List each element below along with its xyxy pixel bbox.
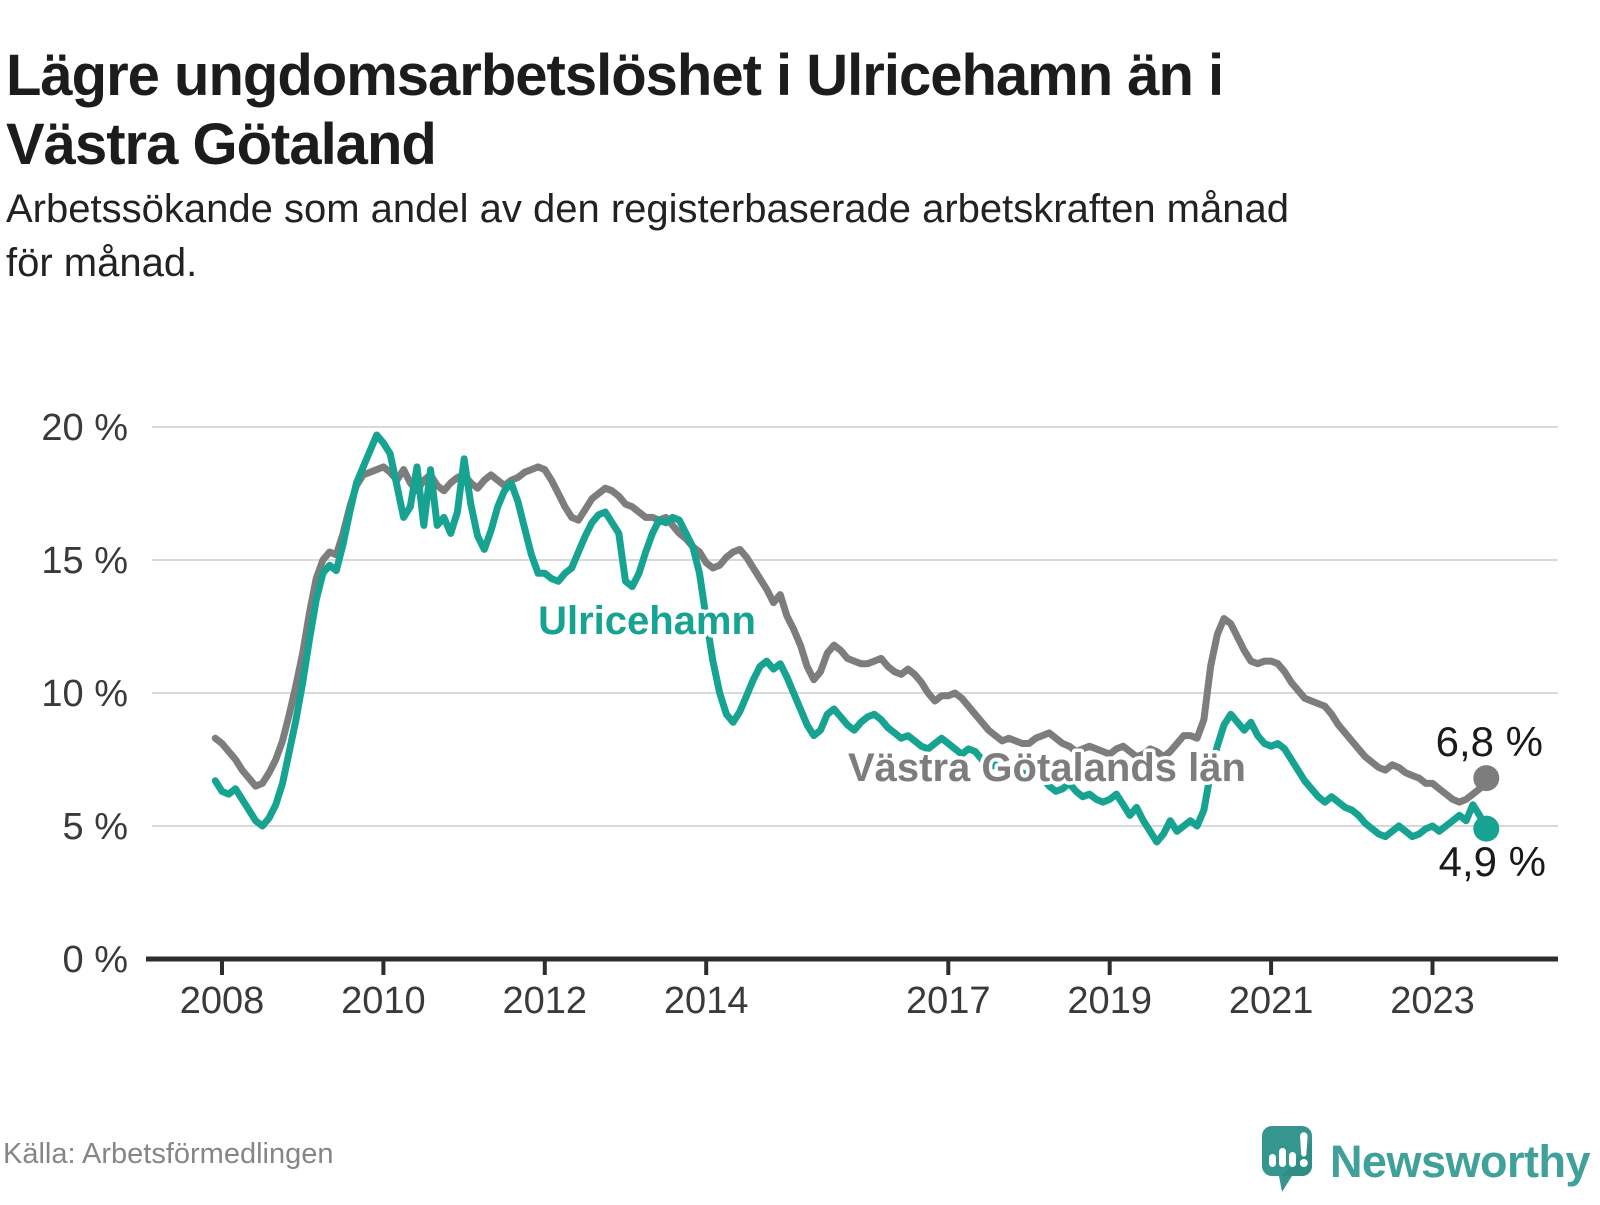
chart-line-ulricehamn xyxy=(211,431,1490,846)
end-value-label-v-stra-g-talands-l-n: 6,8 % xyxy=(1436,718,1543,765)
x-axis-label-2008: 2008 xyxy=(180,980,265,1022)
x-axis-label-2014: 2014 xyxy=(664,980,749,1022)
page-subtitle-line1: Arbetssökande som andel av den registerb… xyxy=(6,187,1289,231)
end-dot-v-stra-g-talands-l-n xyxy=(1473,765,1500,792)
newsworthy-brand: Newsworthy xyxy=(1260,1124,1591,1200)
x-axis-label-2019: 2019 xyxy=(1067,980,1152,1022)
x-axis-label-2021: 2021 xyxy=(1229,980,1314,1022)
y-axis-label-0: 0 % xyxy=(63,939,128,981)
newsworthy-logo-icon xyxy=(1260,1124,1314,1200)
page-title: Lägre ungdomsarbetslöshet i Ulricehamn ä… xyxy=(6,41,1566,180)
y-axis-label-5: 5 % xyxy=(63,806,128,848)
page-subtitle-line2: för månad. xyxy=(6,241,198,285)
series-label-v-stra-g-talands-l-n: Västra Götalands län xyxy=(848,746,1246,790)
series-label-ulricehamn: Ulricehamn xyxy=(538,599,756,643)
x-axis-label-2010: 2010 xyxy=(341,980,426,1022)
page-title-line1: Lägre ungdomsarbetslöshet i Ulricehamn ä… xyxy=(6,42,1224,108)
end-dot-ulricehamn xyxy=(1473,815,1500,842)
page-title-line2: Västra Götaland xyxy=(6,112,437,178)
newsworthy-brand-name: Newsworthy xyxy=(1329,1136,1591,1187)
x-axis-label-2012: 2012 xyxy=(503,980,588,1022)
y-axis-label-10: 10 % xyxy=(41,673,128,715)
page-subtitle: Arbetssökande som andel av den registerb… xyxy=(6,182,1566,290)
end-value-label-ulricehamn: 4,9 % xyxy=(1439,838,1546,885)
y-axis-label-20: 20 % xyxy=(41,407,128,449)
source-note: Källa: Arbetsförmedlingen xyxy=(3,1138,334,1170)
x-axis-label-2017: 2017 xyxy=(906,980,991,1022)
y-axis-label-15: 15 % xyxy=(41,540,128,582)
x-axis-label-2023: 2023 xyxy=(1390,980,1475,1022)
